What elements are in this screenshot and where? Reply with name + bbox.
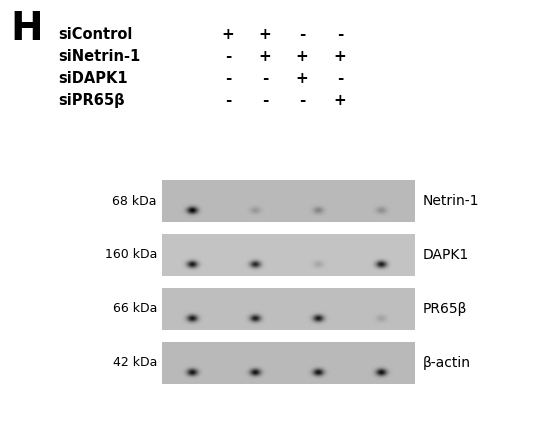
Text: -: - — [225, 92, 231, 107]
Text: siDAPK1: siDAPK1 — [58, 71, 128, 86]
Bar — [162, 288, 415, 330]
Text: β-actin: β-actin — [423, 356, 471, 370]
Text: DAPK1: DAPK1 — [423, 248, 469, 262]
Text: +: + — [334, 48, 347, 63]
Text: 66 kDa: 66 kDa — [113, 303, 157, 315]
Text: +: + — [334, 92, 347, 107]
Text: +: + — [295, 48, 308, 63]
Text: PR65β: PR65β — [423, 302, 467, 316]
Bar — [162, 234, 415, 276]
Text: -: - — [262, 92, 268, 107]
Text: H: H — [10, 10, 43, 48]
Text: 160 kDa: 160 kDa — [105, 249, 157, 262]
Text: siPR65β: siPR65β — [58, 92, 125, 107]
Text: -: - — [337, 27, 343, 42]
Text: +: + — [295, 71, 308, 86]
Text: -: - — [337, 71, 343, 86]
Text: +: + — [259, 48, 271, 63]
Bar — [162, 342, 415, 384]
Text: 68 kDa: 68 kDa — [113, 194, 157, 208]
Bar — [162, 180, 415, 222]
Text: siNetrin-1: siNetrin-1 — [58, 48, 140, 63]
Text: +: + — [222, 27, 234, 42]
Text: -: - — [299, 92, 305, 107]
Text: Netrin-1: Netrin-1 — [423, 194, 480, 208]
Text: -: - — [299, 27, 305, 42]
Text: siControl: siControl — [58, 27, 133, 42]
Text: -: - — [225, 48, 231, 63]
Text: 42 kDa: 42 kDa — [113, 357, 157, 369]
Text: +: + — [259, 27, 271, 42]
Text: -: - — [225, 71, 231, 86]
Text: -: - — [262, 71, 268, 86]
